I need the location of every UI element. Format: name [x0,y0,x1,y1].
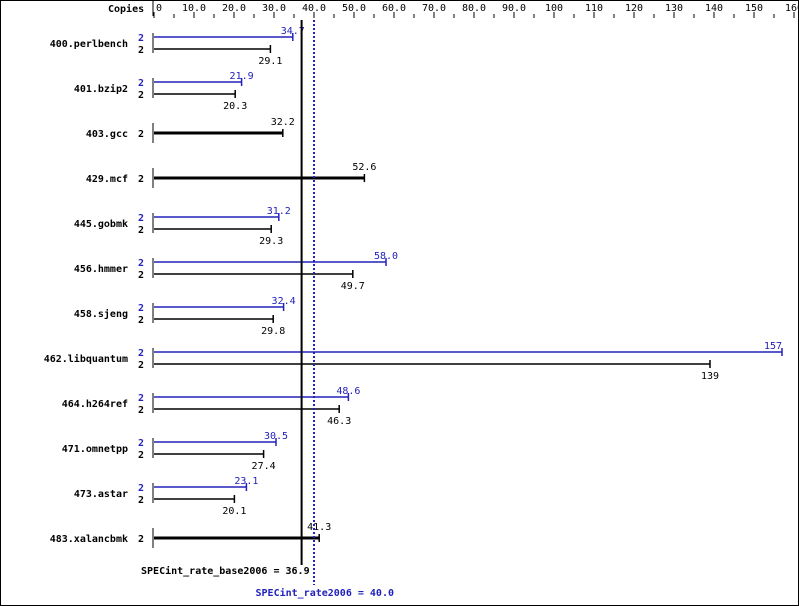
benchmark-label: 456.hmmer [74,264,128,275]
peak-copies-value: 2 [138,483,144,494]
base-value-label: 27.4 [252,461,276,472]
peak-copies-value: 2 [138,438,144,449]
x-tick-label: 100 [545,3,563,14]
benchmark-label: 401.bzip2 [74,83,128,95]
x-tick-label: 30.0 [262,3,286,14]
benchmark-label: 473.astar [74,489,128,500]
benchmark-label: 445.gobmk [74,219,128,230]
peak-value-label: 34.7 [281,26,305,37]
peak-value-label: 23.1 [234,476,258,487]
peak-mean-label: SPECint_rate2006 = 40.0 [256,587,394,599]
peak-value-label: 30.5 [264,431,288,442]
benchmark-label: 403.gcc [86,129,128,140]
benchmark-label: 483.xalancbmk [50,534,128,545]
peak-value-label: 31.2 [267,206,291,217]
base-value-label: 41.3 [307,522,331,533]
peak-copies-value: 2 [138,213,144,224]
copies-value: 2 [138,534,144,545]
base-copies-value: 2 [138,450,144,461]
benchmark-label: 458.sjeng [74,308,128,320]
peak-value-label: 157 [764,341,782,352]
peak-copies-value: 2 [138,348,144,359]
peak-value-label: 32.4 [272,296,296,307]
x-tick-label: 120 [625,3,643,14]
base-copies-value: 2 [138,495,144,506]
x-tick-label: 10.0 [182,3,206,14]
peak-copies-value: 2 [138,33,144,44]
base-copies-value: 2 [138,45,144,56]
x-tick-label: 160 [785,3,799,14]
x-tick-label: 40.0 [302,3,326,14]
x-tick-label: 60.0 [382,3,406,14]
x-tick-label: 20.0 [222,3,246,14]
base-value-label: 32.2 [271,117,295,128]
base-value-label: 29.1 [258,56,282,67]
peak-copies-value: 2 [138,393,144,404]
base-value-label: 139 [701,371,719,382]
x-tick-label: 90.0 [502,3,526,14]
x-tick-label: 140 [705,3,723,14]
x-tick-label: 0 [156,3,162,14]
peak-value-label: 21.9 [230,71,254,82]
benchmark-label: 429.mcf [86,174,128,185]
x-tick-label: 150 [745,3,763,14]
peak-copies-value: 2 [138,78,144,89]
base-copies-value: 2 [138,90,144,101]
base-value-label: 46.3 [327,416,351,427]
benchmark-label: 464.h264ref [62,399,128,410]
base-mean-label: SPECint_rate_base2006 = 36.9 [141,565,310,577]
base-value-label: 20.3 [223,101,247,112]
copies-header: Copies [108,3,144,15]
benchmark-label: 400.perlbench [50,39,128,50]
peak-copies-value: 2 [138,303,144,314]
x-tick-label: 70.0 [422,3,446,14]
copies-value: 2 [138,129,144,140]
peak-copies-value: 2 [138,258,144,269]
x-tick-label: 130 [665,3,683,14]
base-copies-value: 2 [138,360,144,371]
x-tick-label: 50.0 [342,3,366,14]
base-value-label: 52.6 [352,162,376,173]
base-value-label: 20.1 [222,506,246,517]
base-value-label: 49.7 [341,281,365,292]
peak-value-label: 48.6 [336,386,360,397]
base-value-label: 29.8 [261,326,285,337]
benchmark-label: 462.libquantum [44,353,128,365]
base-copies-value: 2 [138,270,144,281]
base-copies-value: 2 [138,315,144,326]
x-tick-label: 80.0 [462,3,486,14]
base-copies-value: 2 [138,405,144,416]
base-copies-value: 2 [138,225,144,236]
copies-value: 2 [138,174,144,185]
x-tick-label: 110 [585,3,603,14]
peak-value-label: 58.0 [374,251,398,262]
base-value-label: 29.3 [259,236,283,247]
benchmark-label: 471.omnetpp [62,444,128,455]
